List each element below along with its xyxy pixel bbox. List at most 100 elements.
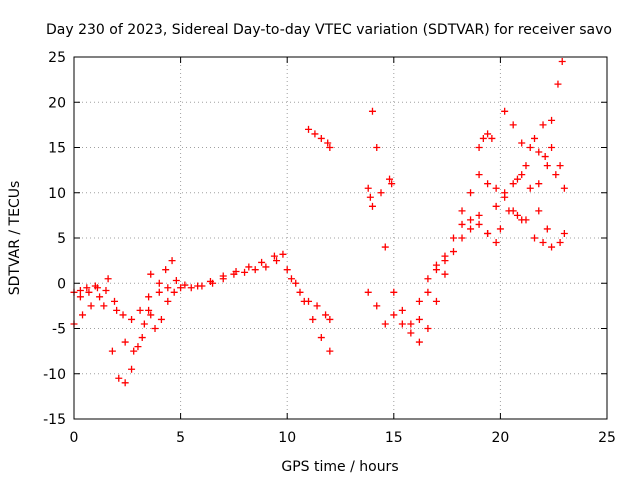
data-point [386, 175, 394, 183]
data-point [108, 347, 116, 355]
y-axis-label: SDTVAR / TECUs [7, 181, 23, 296]
series-track-s [513, 121, 564, 183]
data-point [326, 144, 334, 151]
series-track-e [147, 250, 287, 292]
data-point [85, 288, 93, 296]
data-point [262, 263, 270, 271]
y-tick-label: 25 [48, 50, 66, 66]
data-point [560, 184, 568, 192]
data-point [251, 266, 259, 274]
data-point [309, 315, 317, 323]
data-points [70, 58, 568, 387]
y-tick-label: -10 [43, 367, 66, 383]
data-point [475, 171, 483, 179]
data-point [147, 270, 155, 278]
data-point [305, 125, 313, 133]
data-point [145, 306, 153, 314]
data-point [398, 320, 406, 328]
data-point [136, 306, 144, 314]
data-point [441, 270, 449, 278]
data-point [313, 302, 321, 310]
series-track-k [386, 175, 396, 188]
data-point [96, 293, 104, 301]
data-point [548, 243, 556, 251]
data-point [513, 211, 521, 219]
data-point [100, 302, 108, 310]
series-track-b [70, 257, 176, 355]
data-point [168, 257, 176, 265]
y-tick-label: 15 [48, 141, 66, 157]
series-track-t [535, 58, 566, 188]
data-point [279, 250, 287, 258]
data-point [206, 277, 214, 285]
data-point [128, 365, 136, 373]
data-point [245, 263, 253, 271]
data-point [441, 252, 449, 260]
x-tick-label: 10 [278, 430, 296, 446]
x-tick-label: 0 [70, 430, 79, 446]
data-point [273, 257, 281, 265]
data-point [194, 282, 202, 290]
series-track-j [364, 184, 376, 210]
y-tick-label: 5 [57, 231, 66, 247]
data-point [305, 297, 313, 305]
data-point [119, 311, 127, 319]
data-point [287, 275, 295, 283]
data-point [513, 175, 521, 183]
data-point [467, 225, 475, 233]
series-track-a [70, 282, 148, 387]
data-point [326, 315, 334, 323]
data-point [432, 261, 440, 269]
data-point [554, 80, 562, 88]
data-point [526, 184, 534, 192]
data-point [155, 288, 163, 296]
data-point [501, 107, 509, 115]
data-point [539, 239, 547, 247]
data-point [181, 281, 189, 289]
data-point [79, 311, 87, 319]
series-track-g [287, 275, 334, 323]
data-point [415, 315, 423, 323]
chart-title: Day 230 of 2023, Sidereal Day-to-day VTE… [46, 22, 612, 38]
series-track-o [458, 171, 551, 233]
data-point [390, 288, 398, 296]
data-point [556, 239, 564, 247]
data-point [364, 184, 372, 192]
data-point [415, 338, 423, 346]
data-point [164, 284, 172, 292]
data-point [232, 267, 240, 275]
data-point [155, 279, 163, 287]
data-point [113, 306, 121, 314]
data-point [543, 162, 551, 170]
data-point [531, 234, 539, 242]
data-point [373, 144, 381, 151]
data-point [104, 275, 112, 283]
grid-lines [74, 57, 607, 419]
data-point [398, 306, 406, 314]
data-point [509, 207, 517, 215]
data-point [539, 121, 547, 129]
data-point [151, 325, 159, 332]
data-point [458, 234, 466, 242]
data-point [424, 288, 432, 296]
data-point [475, 211, 483, 219]
data-point [484, 180, 492, 188]
data-point [479, 134, 487, 142]
data-point [407, 320, 415, 328]
data-point [364, 288, 372, 296]
data-point [157, 315, 165, 323]
data-point [187, 284, 195, 292]
data-point [424, 275, 432, 283]
data-point [130, 347, 138, 355]
data-point [326, 347, 334, 355]
data-point [526, 144, 534, 151]
data-point [311, 130, 319, 138]
data-point [535, 180, 543, 188]
data-point [548, 144, 556, 151]
series-track-q [501, 107, 568, 192]
data-point [147, 311, 155, 319]
data-point [501, 193, 509, 201]
y-tick-label: 10 [48, 186, 66, 202]
data-point [292, 279, 300, 287]
axis-ticks: 0 5 10 15 20 25 -15 -10 -5 0 5 10 15 20 25 [43, 50, 616, 446]
